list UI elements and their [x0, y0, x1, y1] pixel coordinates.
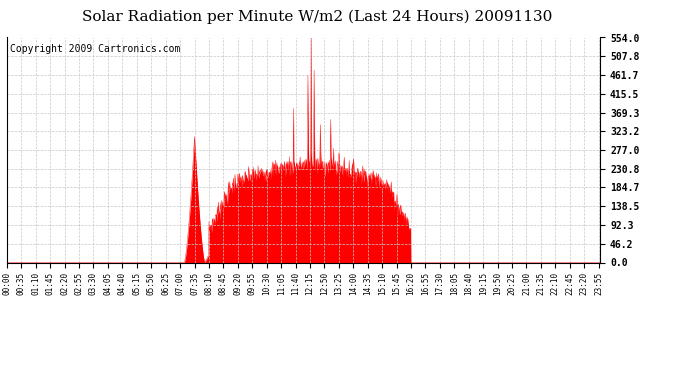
Text: Solar Radiation per Minute W/m2 (Last 24 Hours) 20091130: Solar Radiation per Minute W/m2 (Last 24… [82, 9, 553, 24]
Text: Copyright 2009 Cartronics.com: Copyright 2009 Cartronics.com [10, 44, 180, 54]
